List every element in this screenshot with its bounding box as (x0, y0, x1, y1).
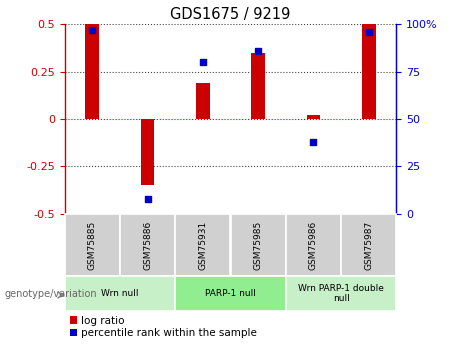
Point (144, 196, 151, 201)
Point (89, 27, 96, 32)
Text: GSM75885: GSM75885 (88, 220, 97, 269)
Bar (286, 276, 396, 310)
Bar (120, 214, 175, 276)
Text: GSM75987: GSM75987 (364, 220, 373, 269)
Bar (176, 276, 285, 310)
Point (365, 29, 372, 34)
Text: Wrn PARP-1 double
null: Wrn PARP-1 double null (298, 284, 384, 303)
Title: GDS1675 / 9219: GDS1675 / 9219 (170, 7, 291, 22)
Bar (65, 214, 119, 276)
Bar (176, 214, 230, 276)
Text: GSM75886: GSM75886 (143, 220, 152, 269)
Bar (85, 24, 99, 119)
Text: GSM75985: GSM75985 (254, 220, 263, 269)
Bar (307, 115, 320, 119)
Text: Wrn null: Wrn null (101, 289, 139, 298)
Text: GSM75931: GSM75931 (198, 220, 207, 269)
Point (310, 139, 317, 145)
Text: GSM75986: GSM75986 (309, 220, 318, 269)
Text: genotype/variation: genotype/variation (5, 289, 97, 299)
Bar (286, 214, 341, 276)
Bar (196, 83, 210, 119)
Bar (251, 52, 265, 119)
Bar (342, 214, 396, 276)
Point (254, 48, 262, 53)
Bar (231, 214, 285, 276)
Bar (362, 24, 376, 119)
Point (199, 59, 207, 65)
Legend: log ratio, percentile rank within the sample: log ratio, percentile rank within the sa… (70, 316, 257, 338)
Bar (141, 119, 154, 186)
Text: PARP-1 null: PARP-1 null (205, 289, 256, 298)
Bar (65, 276, 175, 310)
